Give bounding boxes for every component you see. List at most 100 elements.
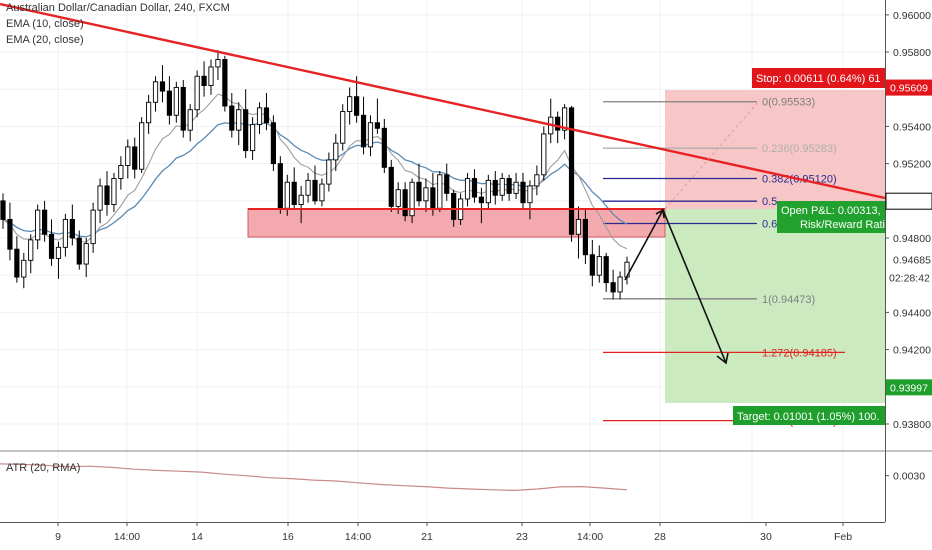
candle-body: [555, 116, 561, 131]
ema10-legend[interactable]: EMA (10, close): [6, 18, 84, 30]
candle-body: [520, 181, 526, 204]
candle-body: [360, 114, 367, 148]
stop-label-box[interactable]: [752, 68, 885, 88]
pnl-box[interactable]: [777, 201, 885, 233]
candle-body: [589, 254, 595, 276]
candle-body: [132, 146, 138, 170]
price-tick-label: 0.96000: [893, 10, 931, 22]
candle-body: [340, 111, 346, 144]
time-tick-label: 21: [421, 531, 433, 543]
candle-body: [451, 192, 457, 220]
resistance-trendline[interactable]: [0, 2, 886, 200]
ema20-legend[interactable]: EMA (20, close): [6, 34, 84, 46]
candle-body: [430, 187, 436, 209]
candle-body: [229, 105, 235, 131]
fib-level-label: 0.5: [762, 196, 777, 208]
time-tick-label: 23: [516, 531, 528, 543]
candle-body: [527, 185, 533, 204]
target-label: Target: 0.01001 (1.05%) 100.: [737, 411, 879, 423]
target-zone[interactable]: [665, 209, 885, 403]
candle-body: [610, 282, 616, 293]
candle-body: [492, 179, 498, 196]
candle-body: [568, 107, 575, 235]
candle-body: [187, 109, 193, 131]
stop-level-badge-label: 0.95609: [890, 83, 928, 95]
symbol-legend[interactable]: Australian Dollar/Canadian Dollar, 240, …: [6, 2, 230, 14]
price-tick-label: 0.95400: [893, 121, 931, 133]
candle-body: [596, 256, 602, 276]
entry-level-badge: [886, 193, 932, 210]
last-price-label: 0.94685: [893, 254, 931, 266]
candle-body: [180, 86, 186, 131]
countdown-label: 02:28:42: [889, 272, 930, 284]
candle-body: [575, 218, 582, 235]
candle-body: [541, 133, 547, 176]
candle-body: [166, 90, 172, 116]
candle-body: [201, 75, 207, 86]
entry-badge-border: [885, 192, 932, 210]
fib-level-label: 1(0.94473): [762, 294, 815, 306]
candle-body: [499, 178, 505, 196]
candle-body: [14, 248, 20, 278]
candle-body: [97, 185, 103, 211]
price-tick-label: 0.95200: [893, 159, 931, 171]
candle-body: [603, 256, 609, 284]
candle-body: [354, 96, 360, 116]
candle-body: [381, 127, 387, 168]
candle-body: [152, 81, 159, 103]
entry-level-badge-label: 0.94998: [890, 196, 928, 208]
atr-tick-label: 0.0030: [893, 471, 925, 483]
target-level-badge-label: 0.93997: [890, 382, 928, 394]
candle-body: [485, 179, 491, 204]
candlestick-series: [0, 50, 630, 300]
candle-body: [104, 185, 110, 205]
price-axis-badges: 0.95609 0.94998 0.93997 0.94685 02:28:42: [885, 79, 932, 396]
resistance-zone[interactable]: [247, 208, 666, 238]
atr-axis: 0.0030: [885, 471, 925, 483]
price-axis[interactable]: 0.96000 0.95800 0.95400 0.95200 0.94800 0.944…: [885, 10, 931, 431]
candle-body: [464, 178, 471, 200]
candle-body: [111, 178, 117, 205]
candle-body: [243, 109, 249, 152]
candle-body: [367, 122, 374, 148]
candle-body: [62, 218, 68, 248]
fib-level-label: 0(0.95533): [762, 97, 815, 109]
atr-line: [0, 463, 628, 492]
fib-level-label: 0.236(0.95283): [762, 143, 837, 155]
candle-body: [582, 218, 588, 256]
candle-body: [222, 59, 228, 107]
candle-body: [513, 181, 519, 194]
candle-body: [7, 218, 13, 250]
candle-body: [263, 107, 270, 124]
atr-legend[interactable]: ATR (20, RMA): [6, 462, 81, 474]
candle-body: [312, 179, 318, 202]
candle-body: [305, 179, 311, 196]
pnl-label: Open P&L: 0.00313,: [781, 205, 881, 217]
time-axis[interactable]: 9 14:00 14 16 14:00 21 23 14:00 28 30 Feb: [55, 522, 852, 543]
candle-body: [90, 209, 96, 245]
candle-body: [617, 276, 623, 293]
candle-body: [35, 209, 41, 241]
candle-body: [194, 75, 200, 111]
candle-body: [159, 81, 166, 92]
price-tick-label: 0.93800: [893, 419, 931, 431]
candle-body: [208, 66, 214, 86]
time-tick-label: 14:00: [577, 531, 603, 543]
candle-body: [277, 163, 283, 209]
candle-body: [395, 189, 401, 207]
candle-body: [319, 183, 325, 202]
candle-body: [139, 122, 145, 170]
price-tick-label: 0.94800: [893, 233, 931, 245]
target-level-badge: [886, 379, 932, 396]
time-tick-label: 14:00: [345, 531, 371, 543]
risk-reward-label: Risk/Reward Ratio: [800, 219, 891, 231]
candle-body: [534, 174, 540, 187]
target-label-box[interactable]: [733, 406, 885, 425]
time-tick-label: Feb: [834, 531, 852, 543]
candle-body: [478, 196, 484, 204]
candle-body: [444, 174, 450, 194]
candle-body: [256, 107, 263, 126]
candle-body: [0, 200, 6, 220]
candle-body: [437, 174, 443, 209]
